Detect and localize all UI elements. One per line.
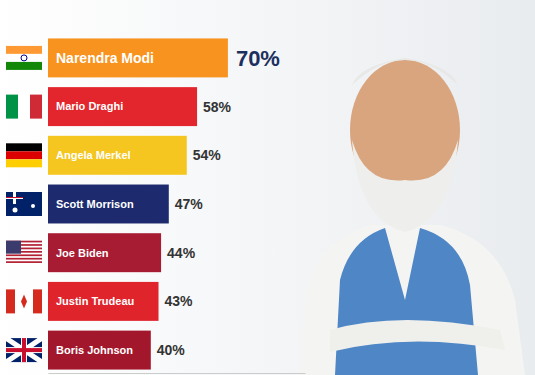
data-label: 70% — [236, 46, 280, 71]
flag-part — [6, 241, 21, 254]
vest — [335, 228, 478, 375]
flag-part — [13, 208, 18, 213]
category-label: Mario Draghi — [56, 100, 123, 112]
flag-part — [6, 46, 42, 54]
bar — [48, 282, 159, 321]
flag-part — [6, 338, 42, 362]
flag — [6, 289, 42, 313]
category-label: Scott Morrison — [56, 198, 134, 210]
x-axis — [49, 373, 306, 374]
category-label: Justin Trudeau — [56, 295, 134, 307]
beard — [352, 140, 458, 232]
bar — [48, 331, 151, 370]
flag-part — [6, 258, 42, 260]
flag — [6, 338, 42, 362]
data-label: 54% — [193, 147, 222, 163]
flag-part — [6, 261, 42, 263]
flag-part — [6, 62, 42, 70]
shirt — [300, 225, 525, 375]
flag-part — [6, 289, 42, 313]
hair — [352, 58, 458, 85]
data-label: 47% — [175, 196, 204, 212]
flag-part — [6, 338, 42, 362]
labels: Narendra Modi Mario Draghi Angela Merkel Sc… — [56, 46, 280, 358]
flag-part — [6, 197, 23, 198]
data-label: 43% — [165, 293, 194, 309]
chart: Narendra Modi Mario Draghi Angela Merkel Sc… — [0, 0, 535, 375]
flag-part — [31, 204, 35, 208]
flag-part — [6, 348, 42, 352]
flag — [6, 143, 42, 167]
flag-part — [6, 143, 42, 151]
flag-part — [6, 289, 15, 313]
bar — [48, 185, 169, 224]
data-label: 44% — [167, 245, 196, 261]
flag-part — [30, 95, 42, 119]
bars — [48, 38, 228, 369]
category-label: Narendra Modi — [56, 50, 154, 66]
axis-line — [49, 373, 306, 374]
bar — [48, 233, 161, 272]
category-label: Angela Merkel — [56, 149, 131, 161]
flags — [6, 46, 42, 362]
flag-part — [6, 159, 42, 167]
flag — [6, 95, 42, 119]
flag — [6, 46, 42, 70]
arms — [330, 320, 505, 352]
flag-part — [6, 254, 42, 256]
flag-part — [21, 55, 27, 61]
category-label: Boris Johnson — [56, 344, 133, 356]
flag-part — [6, 151, 42, 159]
flag — [6, 192, 42, 216]
flag — [6, 241, 42, 263]
portrait — [300, 58, 525, 375]
flag-part — [6, 54, 42, 62]
bar — [48, 87, 197, 126]
flag-part — [6, 95, 18, 119]
bar — [48, 38, 228, 77]
bar — [48, 136, 187, 175]
category-label: Joe Biden — [56, 247, 109, 259]
flag-part — [21, 294, 27, 308]
data-label: 40% — [157, 342, 186, 358]
flag-part — [18, 95, 30, 119]
data-label: 58% — [203, 99, 232, 115]
flag-part — [6, 192, 42, 216]
flag-part — [33, 289, 42, 313]
background — [0, 0, 535, 375]
